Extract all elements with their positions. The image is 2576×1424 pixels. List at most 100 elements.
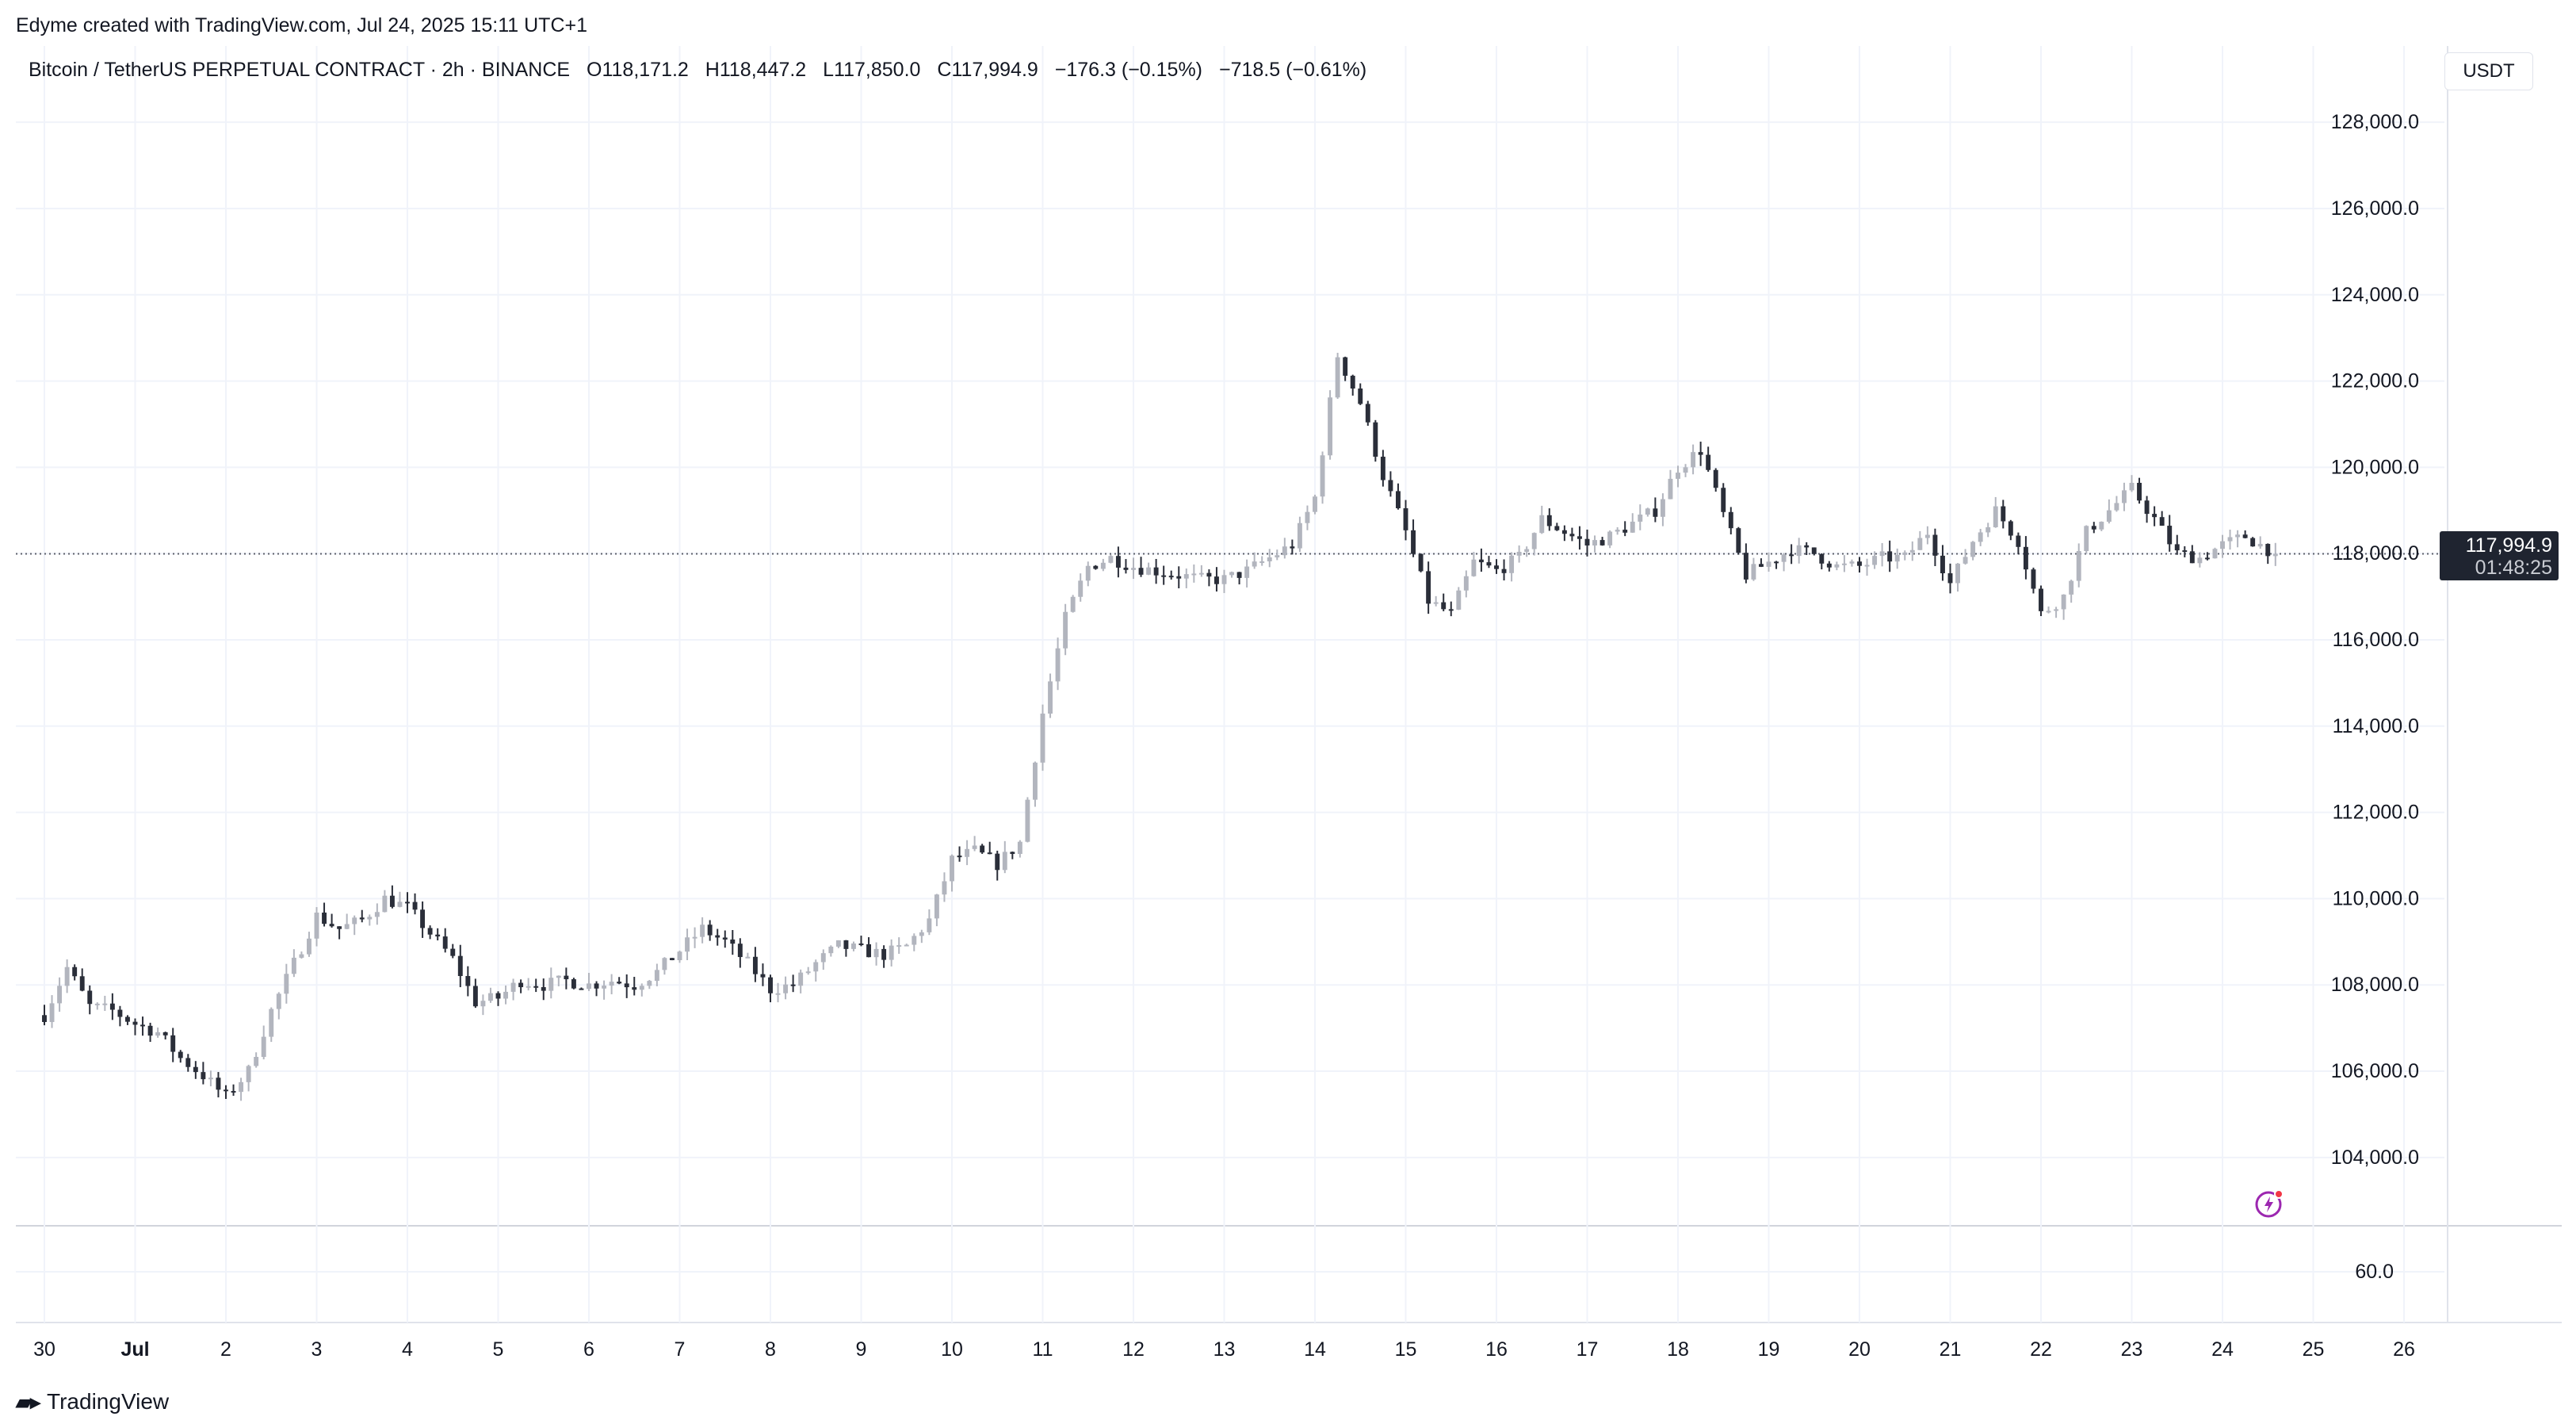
candle <box>1206 569 1212 587</box>
candle <box>367 914 373 926</box>
candle-body <box>94 1003 100 1005</box>
candle-body <box>1146 567 1152 575</box>
candle-body <box>1320 455 1325 497</box>
candle <box>950 854 954 892</box>
candle-body <box>896 945 902 947</box>
candle <box>1010 851 1015 859</box>
candle <box>299 951 304 959</box>
candle <box>624 974 629 998</box>
candle <box>1131 557 1136 580</box>
candle-body <box>2235 534 2241 538</box>
candle <box>866 937 871 958</box>
y-tick-label: 110,000.0 <box>2333 887 2419 909</box>
candle <box>1456 587 1462 611</box>
candle <box>602 980 607 1000</box>
candle-body <box>1411 530 1416 554</box>
candle-body <box>1358 388 1363 404</box>
candle-body <box>813 962 819 972</box>
candle <box>405 892 410 913</box>
candle <box>980 844 985 854</box>
candle <box>1924 526 1930 545</box>
x-tick-label: 9 <box>856 1338 867 1361</box>
candle <box>329 913 334 928</box>
candle <box>571 978 576 990</box>
candle-body <box>1759 564 1764 567</box>
candle-body <box>927 918 932 932</box>
x-tick-label: 24 <box>2211 1338 2234 1361</box>
candle <box>412 893 418 915</box>
candle-body <box>1864 565 1870 567</box>
lightning-alert-icon[interactable] <box>2254 1188 2286 1219</box>
candle-body <box>1478 559 1484 563</box>
candle <box>2257 536 2263 549</box>
candle-body <box>42 1015 47 1023</box>
candle-body <box>2189 551 2195 564</box>
candle <box>1932 528 1938 566</box>
candle-body <box>125 1016 130 1022</box>
candle <box>382 890 388 913</box>
candle <box>1176 566 1182 588</box>
candle-body <box>737 944 743 958</box>
candle <box>102 995 108 1011</box>
candle <box>64 959 70 993</box>
tradingview-brand[interactable]: ▰▸ TradingView <box>16 1389 169 1414</box>
candle <box>1993 496 1998 528</box>
candle-body <box>1713 469 1718 488</box>
candle-body <box>2084 526 2089 552</box>
candle-body <box>889 945 894 960</box>
candle <box>1161 565 1167 585</box>
candle-body <box>828 946 834 954</box>
candle-body <box>1524 549 1530 553</box>
candle <box>79 968 85 992</box>
symbol-legend: Bitcoin / TetherUS PERPETUAL CONTRACT · … <box>29 59 1378 82</box>
currency-button[interactable]: USDT <box>2444 52 2533 90</box>
candle <box>1100 558 1106 572</box>
candle-body <box>1297 523 1302 549</box>
candle-body <box>1789 554 1794 557</box>
candle-body <box>1388 480 1393 492</box>
candle-body <box>140 1024 145 1027</box>
candle-body <box>1743 553 1749 580</box>
x-tick-label: 30 <box>33 1338 55 1361</box>
candle <box>760 963 766 986</box>
candle-body <box>752 956 758 974</box>
candle-body <box>1819 553 1825 564</box>
candle <box>692 927 698 948</box>
candle <box>1894 548 1900 569</box>
candle-body <box>291 957 296 974</box>
candle <box>1879 542 1885 567</box>
y-tick-label: 104,000.0 <box>2331 1146 2419 1169</box>
candle-body <box>1569 534 1575 537</box>
candle-body <box>798 972 804 986</box>
candle <box>1358 383 1363 405</box>
candle <box>1267 549 1272 568</box>
candle-body <box>700 924 705 937</box>
candle <box>224 1085 228 1100</box>
candle <box>1796 538 1802 564</box>
candle-body <box>2257 543 2263 547</box>
candle-body <box>587 983 591 990</box>
x-tick-label: 20 <box>1848 1338 1871 1361</box>
candle <box>457 944 463 988</box>
candle <box>685 928 690 961</box>
candle-body <box>858 943 864 945</box>
candlestick-chart[interactable]: 104,000.0 106,000.0 108,000.0 110,000.0 112,… <box>16 46 2562 1373</box>
candle <box>1653 497 1658 523</box>
candle <box>420 901 426 938</box>
candle-body <box>1887 551 1893 562</box>
candle <box>1033 761 1038 807</box>
candle-body <box>1660 499 1665 517</box>
candle <box>1524 546 1530 557</box>
candle <box>427 925 433 940</box>
candle <box>934 894 939 927</box>
candle <box>132 1018 138 1035</box>
candle <box>1691 444 1696 475</box>
candle <box>1774 561 1779 569</box>
candle <box>1577 526 1582 550</box>
candle <box>1471 552 1477 577</box>
candle <box>1592 535 1597 553</box>
last-price-value: 117,994.9 <box>2465 534 2552 557</box>
candle <box>2212 547 2218 559</box>
candle <box>1789 544 1794 565</box>
candle-body <box>224 1089 228 1092</box>
